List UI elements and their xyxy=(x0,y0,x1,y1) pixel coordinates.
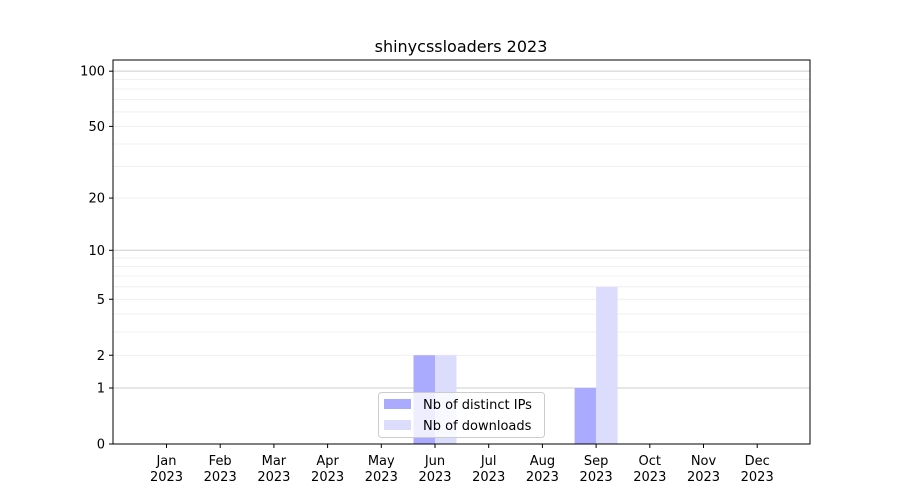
bar-distinct-ips xyxy=(574,388,597,444)
x-tick-label: May 2023 xyxy=(365,454,398,485)
x-tick-label: Jun 2023 xyxy=(418,454,451,485)
y-tick-label: 0 xyxy=(97,438,105,453)
legend-swatch xyxy=(384,420,411,430)
x-tick-label: Jan 2023 xyxy=(150,454,183,485)
legend-swatch xyxy=(384,399,411,409)
plot-frame xyxy=(112,59,811,445)
x-tick-label: Apr 2023 xyxy=(311,454,344,485)
y-tick-label: 50 xyxy=(88,120,105,135)
x-tick-label: Nov 2023 xyxy=(687,454,720,485)
legend-label: Nb of downloads xyxy=(423,419,532,434)
x-tick-label: Mar 2023 xyxy=(257,454,290,485)
y-tick-label: 10 xyxy=(88,244,105,259)
y-tick-label: 2 xyxy=(97,349,105,364)
y-tick-label: 20 xyxy=(88,192,105,207)
x-tick-label: Feb 2023 xyxy=(204,454,237,485)
x-tick-label: Sep 2023 xyxy=(580,454,613,485)
legend-label: Nb of distinct IPs xyxy=(423,398,532,413)
chart-title: shinycssloaders 2023 xyxy=(375,37,548,56)
bar-downloads xyxy=(596,286,618,444)
legend-box xyxy=(378,392,545,438)
x-tick-label: Dec 2023 xyxy=(741,454,774,485)
y-tick-label: 100 xyxy=(80,65,105,80)
x-tick-label: Aug 2023 xyxy=(526,454,559,485)
y-tick-label: 5 xyxy=(97,293,105,308)
y-tick-label: 1 xyxy=(97,382,105,397)
x-tick-label: Jul 2023 xyxy=(472,454,505,485)
x-tick-label: Oct 2023 xyxy=(633,454,666,485)
